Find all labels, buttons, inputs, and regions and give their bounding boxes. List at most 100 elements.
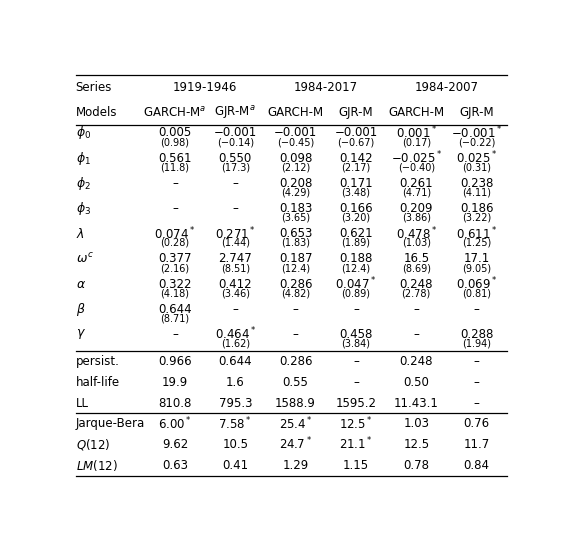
Text: (−0.40): (−0.40) [398,162,435,173]
Text: (0.17): (0.17) [402,137,431,147]
Text: 0.005: 0.005 [158,127,192,140]
Text: 17.1: 17.1 [464,252,490,265]
Text: Models: Models [76,107,117,120]
Text: 11.43.1: 11.43.1 [394,397,439,410]
Text: 0.458: 0.458 [339,328,373,341]
Text: 0.288: 0.288 [460,328,494,341]
Text: 1595.2: 1595.2 [336,397,376,410]
Text: 0.186: 0.186 [460,202,494,215]
Text: (3.84): (3.84) [341,339,371,349]
Text: 1588.9: 1588.9 [275,397,316,410]
Text: 0.966: 0.966 [158,355,192,368]
Text: 0.50: 0.50 [403,376,429,389]
Text: 16.5: 16.5 [403,252,429,265]
Text: $\phi_1$: $\phi_1$ [76,150,91,167]
Text: 0.644: 0.644 [158,303,192,316]
Text: –: – [353,355,359,368]
Text: 0.166: 0.166 [339,202,373,215]
Text: 795.3: 795.3 [218,397,252,410]
Text: 19.9: 19.9 [162,376,188,389]
Text: 0.76: 0.76 [464,417,490,430]
Text: (9.05): (9.05) [462,263,491,273]
Text: (2.78): (2.78) [402,288,431,298]
Text: (3.65): (3.65) [281,213,310,223]
Text: (4.71): (4.71) [402,188,431,197]
Text: (1.03): (1.03) [402,238,431,248]
Text: –: – [353,376,359,389]
Text: 0.183: 0.183 [279,202,312,215]
Text: 1984-2007: 1984-2007 [415,81,478,94]
Text: 0.611$^*$: 0.611$^*$ [456,226,497,242]
Text: 0.78: 0.78 [403,459,429,472]
Text: –: – [474,376,479,389]
Text: 0.074$^*$: 0.074$^*$ [155,226,196,242]
Text: 0.208: 0.208 [279,177,312,190]
Text: 0.621: 0.621 [339,227,373,240]
Text: (3.46): (3.46) [221,288,250,298]
Text: GJR-M: GJR-M [459,107,494,120]
Text: $\phi_3$: $\phi_3$ [76,200,91,217]
Text: –: – [413,303,419,316]
Text: (8.71): (8.71) [160,314,190,324]
Text: –: – [353,303,359,316]
Text: 0.561: 0.561 [158,151,192,164]
Text: (−0.14): (−0.14) [217,137,254,147]
Text: –: – [232,177,238,190]
Text: (4.11): (4.11) [462,188,491,197]
Text: (1.25): (1.25) [462,238,491,248]
Text: (2.16): (2.16) [160,263,190,273]
Text: (0.28): (0.28) [160,238,190,248]
Text: 0.187: 0.187 [279,252,312,265]
Text: 12.5$^*$: 12.5$^*$ [339,415,373,432]
Text: 12.5: 12.5 [403,438,429,451]
Text: $\beta$: $\beta$ [76,301,85,318]
Text: (4.29): (4.29) [281,188,310,197]
Text: –: – [172,328,178,341]
Text: $LM$(12): $LM$(12) [76,458,117,473]
Text: –: – [232,202,238,215]
Text: (1.94): (1.94) [462,339,491,349]
Text: 0.478$^*$: 0.478$^*$ [395,226,437,242]
Text: 0.209: 0.209 [399,202,433,215]
Text: 0.171: 0.171 [339,177,373,190]
Text: (−0.22): (−0.22) [458,137,495,147]
Text: Series: Series [76,81,112,94]
Text: −0.001: −0.001 [214,127,257,140]
Text: −0.001: −0.001 [274,127,317,140]
Text: (2.17): (2.17) [341,162,371,173]
Text: 6.00$^*$: 6.00$^*$ [158,415,192,432]
Text: (12.4): (12.4) [281,263,310,273]
Text: GJR-M: GJR-M [338,107,373,120]
Text: (0.98): (0.98) [161,137,190,147]
Text: $\phi_0$: $\phi_0$ [76,124,91,141]
Text: –: – [232,303,238,316]
Text: $\omega^c$: $\omega^c$ [76,252,94,266]
Text: 2.747: 2.747 [218,252,252,265]
Text: −0.025$^*$: −0.025$^*$ [391,150,442,167]
Text: (3.86): (3.86) [402,213,431,223]
Text: (−0.45): (−0.45) [277,137,314,147]
Text: 1.29: 1.29 [283,459,309,472]
Text: 1.03: 1.03 [403,417,429,430]
Text: 0.63: 0.63 [162,459,188,472]
Text: 1984-2017: 1984-2017 [294,81,358,94]
Text: GJR-M$^a$: GJR-M$^a$ [214,104,256,121]
Text: Jarque-Bera: Jarque-Bera [76,417,145,430]
Text: (1.89): (1.89) [341,238,371,248]
Text: 0.271$^*$: 0.271$^*$ [215,226,255,242]
Text: (11.8): (11.8) [161,162,190,173]
Text: (2.12): (2.12) [281,162,310,173]
Text: (3.20): (3.20) [341,213,371,223]
Text: GARCH-M$^a$: GARCH-M$^a$ [143,106,206,120]
Text: LL: LL [76,397,89,410]
Text: (1.44): (1.44) [221,238,250,248]
Text: persist.: persist. [76,355,120,368]
Text: GARCH-M: GARCH-M [388,107,444,120]
Text: 0.286: 0.286 [279,355,312,368]
Text: −0.001$^*$: −0.001$^*$ [451,124,502,141]
Text: 0.001$^*$: 0.001$^*$ [395,124,437,141]
Text: (8.51): (8.51) [221,263,250,273]
Text: 0.322: 0.322 [158,278,192,291]
Text: (0.31): (0.31) [462,162,491,173]
Text: –: – [474,355,479,368]
